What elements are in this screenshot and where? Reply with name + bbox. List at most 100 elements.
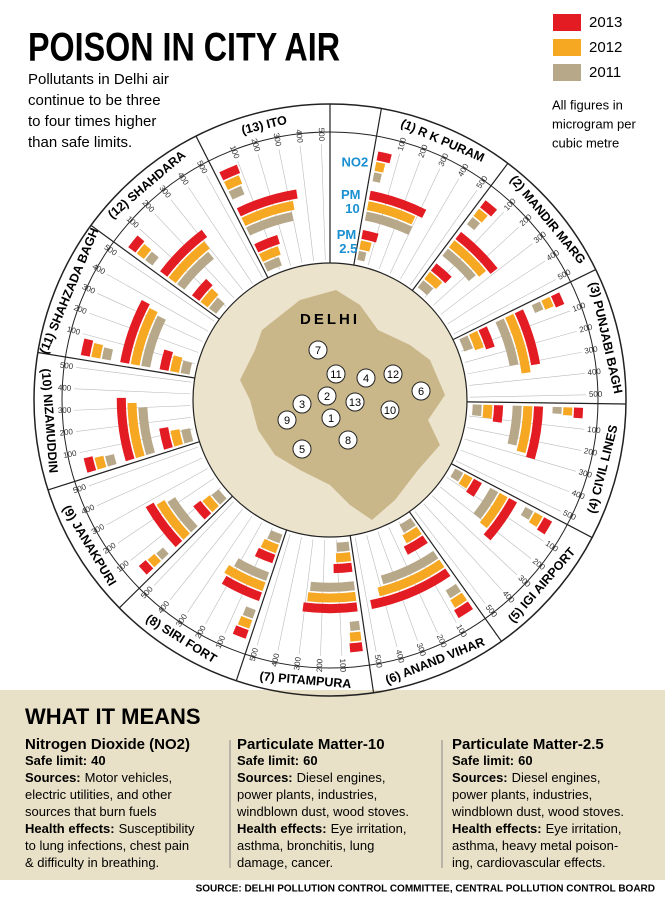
map-marker-label: 1	[328, 413, 334, 425]
health-text: damage, cancer.	[237, 855, 333, 870]
bar	[399, 517, 416, 533]
map-marker	[321, 408, 341, 428]
group-label: PM 2.5	[336, 227, 358, 256]
bar	[246, 212, 294, 236]
bar	[200, 288, 219, 308]
bar	[368, 190, 427, 218]
health-line: & difficulty in breathing.	[25, 855, 159, 870]
bar	[211, 489, 227, 505]
sources-line: sources that burn fuels	[25, 804, 157, 819]
bar	[479, 492, 508, 529]
sources-text: electric utilities, and other	[25, 787, 172, 802]
bar	[376, 151, 392, 164]
tick-label: 500	[589, 390, 603, 399]
bar	[128, 235, 145, 253]
grid-line	[170, 199, 244, 291]
tick-label: 100	[338, 658, 348, 672]
tick-label: 400	[587, 367, 602, 377]
map-marker-label: 12	[387, 369, 399, 381]
units-note: microgram per	[552, 116, 636, 131]
grid-line	[76, 367, 192, 383]
sector-divider	[47, 441, 200, 491]
grid-line	[106, 468, 208, 526]
bar	[349, 620, 361, 631]
tick-label: 200	[72, 303, 88, 316]
tick-label: 400	[270, 652, 282, 667]
sources-text: power plants, industries,	[452, 787, 592, 802]
health-text: & difficulty in breathing.	[25, 855, 159, 870]
bar	[483, 498, 518, 541]
map-marker-label: 9	[284, 415, 290, 427]
grid-line	[455, 460, 561, 512]
health-line: ing, cardiovascular effects.	[452, 855, 606, 870]
bar	[473, 487, 499, 519]
sources-text: windblown dust, wood stoves.	[236, 804, 409, 819]
map-marker-label: 8	[345, 435, 351, 447]
health-text: Eye irritation,	[331, 821, 407, 836]
bar	[254, 235, 280, 253]
bar	[454, 601, 473, 619]
tick-label: 100	[396, 136, 408, 152]
legend-swatch	[553, 14, 581, 31]
map-marker	[317, 386, 337, 406]
tick-label: 300	[578, 467, 594, 480]
bar	[236, 189, 298, 217]
health-text: asthma, heavy metal poison-	[452, 838, 618, 853]
bar	[116, 397, 135, 462]
health-line: Health effects: Susceptibility	[25, 821, 195, 836]
sources-text: Diesel engines,	[512, 770, 601, 785]
bar	[402, 526, 422, 544]
health-text: Eye irritation,	[546, 821, 622, 836]
bar	[138, 560, 154, 575]
bar	[191, 278, 213, 301]
legend-label: 2013	[589, 14, 622, 31]
tick-label: 500	[317, 128, 326, 142]
bar	[370, 568, 451, 610]
bar	[83, 456, 97, 473]
bar	[507, 405, 522, 446]
title: POISON IN CITY AIR	[28, 26, 340, 70]
sources-line: Sources: Diesel engines,	[452, 770, 601, 785]
sector-divider	[349, 535, 375, 693]
map-marker	[308, 340, 328, 360]
column-title: Nitrogen Dioxide (NO2)	[25, 736, 190, 753]
map-marker-label: 10	[384, 405, 396, 417]
bar	[531, 301, 544, 313]
tick-label: 400	[294, 129, 305, 144]
sources-line: windblown dust, wood stoves.	[236, 804, 409, 819]
bar	[254, 547, 276, 564]
safe-limit-label: Safe limit:	[452, 753, 514, 768]
grid-line	[423, 503, 502, 591]
tick-label: 100	[66, 325, 82, 337]
bar	[495, 318, 519, 366]
legend-label: 2012	[589, 39, 622, 56]
source: SOURCE: DELHI POLLUTION CONTROL COMMITTE…	[196, 884, 655, 895]
bar	[258, 246, 281, 262]
map-marker	[292, 439, 312, 459]
tick-label: 300	[292, 656, 303, 671]
bar	[442, 248, 476, 282]
safe-limit-label: Safe limit:	[25, 753, 87, 768]
bar	[91, 343, 104, 359]
bar	[466, 478, 482, 497]
bar	[101, 347, 114, 361]
bar	[136, 243, 152, 259]
bar	[349, 642, 363, 653]
sources-text: Diesel engines,	[297, 770, 386, 785]
map-marker-label: 6	[418, 386, 424, 398]
grid-line	[96, 457, 203, 507]
grid-line	[469, 394, 586, 398]
sector-divider	[353, 108, 382, 266]
safe-limit: Safe limit: 40	[25, 753, 106, 768]
bar	[237, 615, 253, 629]
legend-swatch	[553, 64, 581, 81]
bar	[80, 338, 94, 357]
bar	[526, 406, 544, 460]
grid-line	[440, 243, 533, 315]
sector-divider	[118, 495, 233, 609]
map-marker	[380, 400, 400, 420]
bar	[141, 315, 166, 368]
tick-label: 300	[58, 405, 72, 415]
bar	[450, 592, 467, 608]
bar	[267, 530, 283, 544]
